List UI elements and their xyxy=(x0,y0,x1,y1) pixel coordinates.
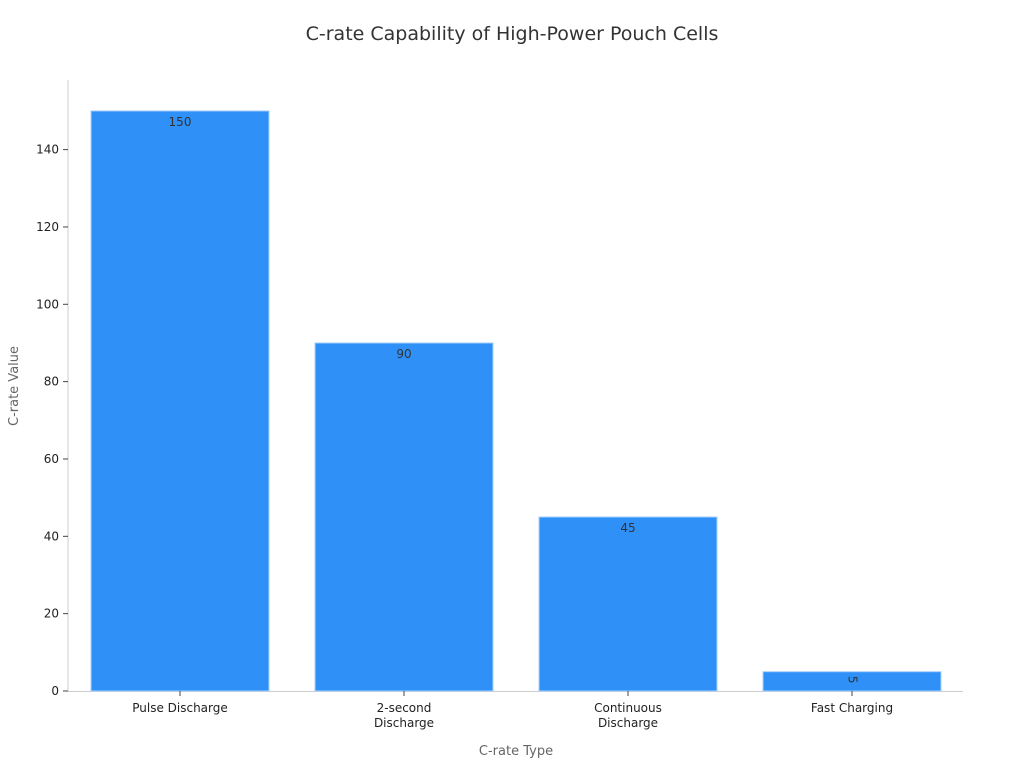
y-tick-label: 140 xyxy=(36,143,59,157)
x-tick-label: Discharge xyxy=(598,716,658,730)
y-tick-label: 60 xyxy=(44,452,59,466)
bar xyxy=(538,516,718,692)
y-tick-label: 80 xyxy=(44,375,59,389)
y-tick-label: 120 xyxy=(36,220,59,234)
y-tick-label: 100 xyxy=(36,297,59,311)
y-axis-label: C-rate Value xyxy=(7,346,22,426)
y-tick-label: 0 xyxy=(51,684,59,698)
data-label: 150 xyxy=(169,115,192,129)
y-tick-label: 20 xyxy=(44,607,59,621)
data-label: 45 xyxy=(620,521,635,535)
x-tick-label: Fast Charging xyxy=(811,701,893,715)
chart-title: C-rate Capability of High-Power Pouch Ce… xyxy=(306,23,719,45)
data-label: 90 xyxy=(396,347,411,361)
bar xyxy=(314,342,494,692)
x-tick-label: Pulse Discharge xyxy=(132,701,228,715)
bar xyxy=(90,110,270,692)
data-label: 5 xyxy=(846,676,860,684)
x-tick-label: Continuous xyxy=(594,701,662,715)
y-tick-label: 40 xyxy=(44,529,59,543)
x-tick-label: 2-second xyxy=(377,701,432,715)
x-tick-label: Discharge xyxy=(374,716,434,730)
x-axis-label: C-rate Type xyxy=(479,744,553,759)
